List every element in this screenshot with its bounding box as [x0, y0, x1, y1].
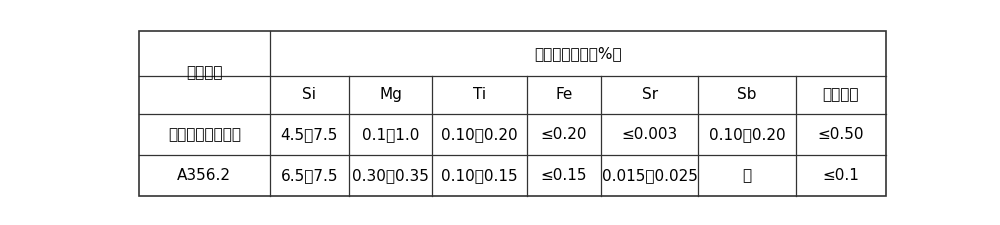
- Text: Si: Si: [302, 87, 316, 102]
- Text: 0.015～0.025: 0.015～0.025: [602, 168, 698, 183]
- Text: ≤0.15: ≤0.15: [541, 168, 587, 183]
- Text: 主要元素含量（%）: 主要元素含量（%）: [534, 46, 622, 61]
- Text: 新型亚共晶铝合金: 新型亚共晶铝合金: [168, 127, 241, 142]
- Text: 4.5～7.5: 4.5～7.5: [281, 127, 338, 142]
- Text: 产品型号: 产品型号: [186, 65, 223, 80]
- Text: Sb: Sb: [737, 87, 757, 102]
- Text: 0.10～0.15: 0.10～0.15: [441, 168, 518, 183]
- Text: 0.1～1.0: 0.1～1.0: [362, 127, 419, 142]
- Text: Ti: Ti: [473, 87, 486, 102]
- Text: 0.10～0.20: 0.10～0.20: [709, 127, 785, 142]
- Text: Mg: Mg: [379, 87, 402, 102]
- Text: 杂质总和: 杂质总和: [823, 87, 859, 102]
- Text: A356.2: A356.2: [177, 168, 231, 183]
- Text: Fe: Fe: [555, 87, 573, 102]
- Text: ≤0.50: ≤0.50: [818, 127, 864, 142]
- Text: ≤0.20: ≤0.20: [541, 127, 587, 142]
- Text: ≤0.1: ≤0.1: [822, 168, 859, 183]
- Text: ～: ～: [743, 168, 752, 183]
- Text: Sr: Sr: [642, 87, 658, 102]
- Text: ≤0.003: ≤0.003: [621, 127, 678, 142]
- Text: 6.5～7.5: 6.5～7.5: [281, 168, 338, 183]
- Text: 0.10～0.20: 0.10～0.20: [441, 127, 518, 142]
- Text: 0.30～0.35: 0.30～0.35: [352, 168, 429, 183]
